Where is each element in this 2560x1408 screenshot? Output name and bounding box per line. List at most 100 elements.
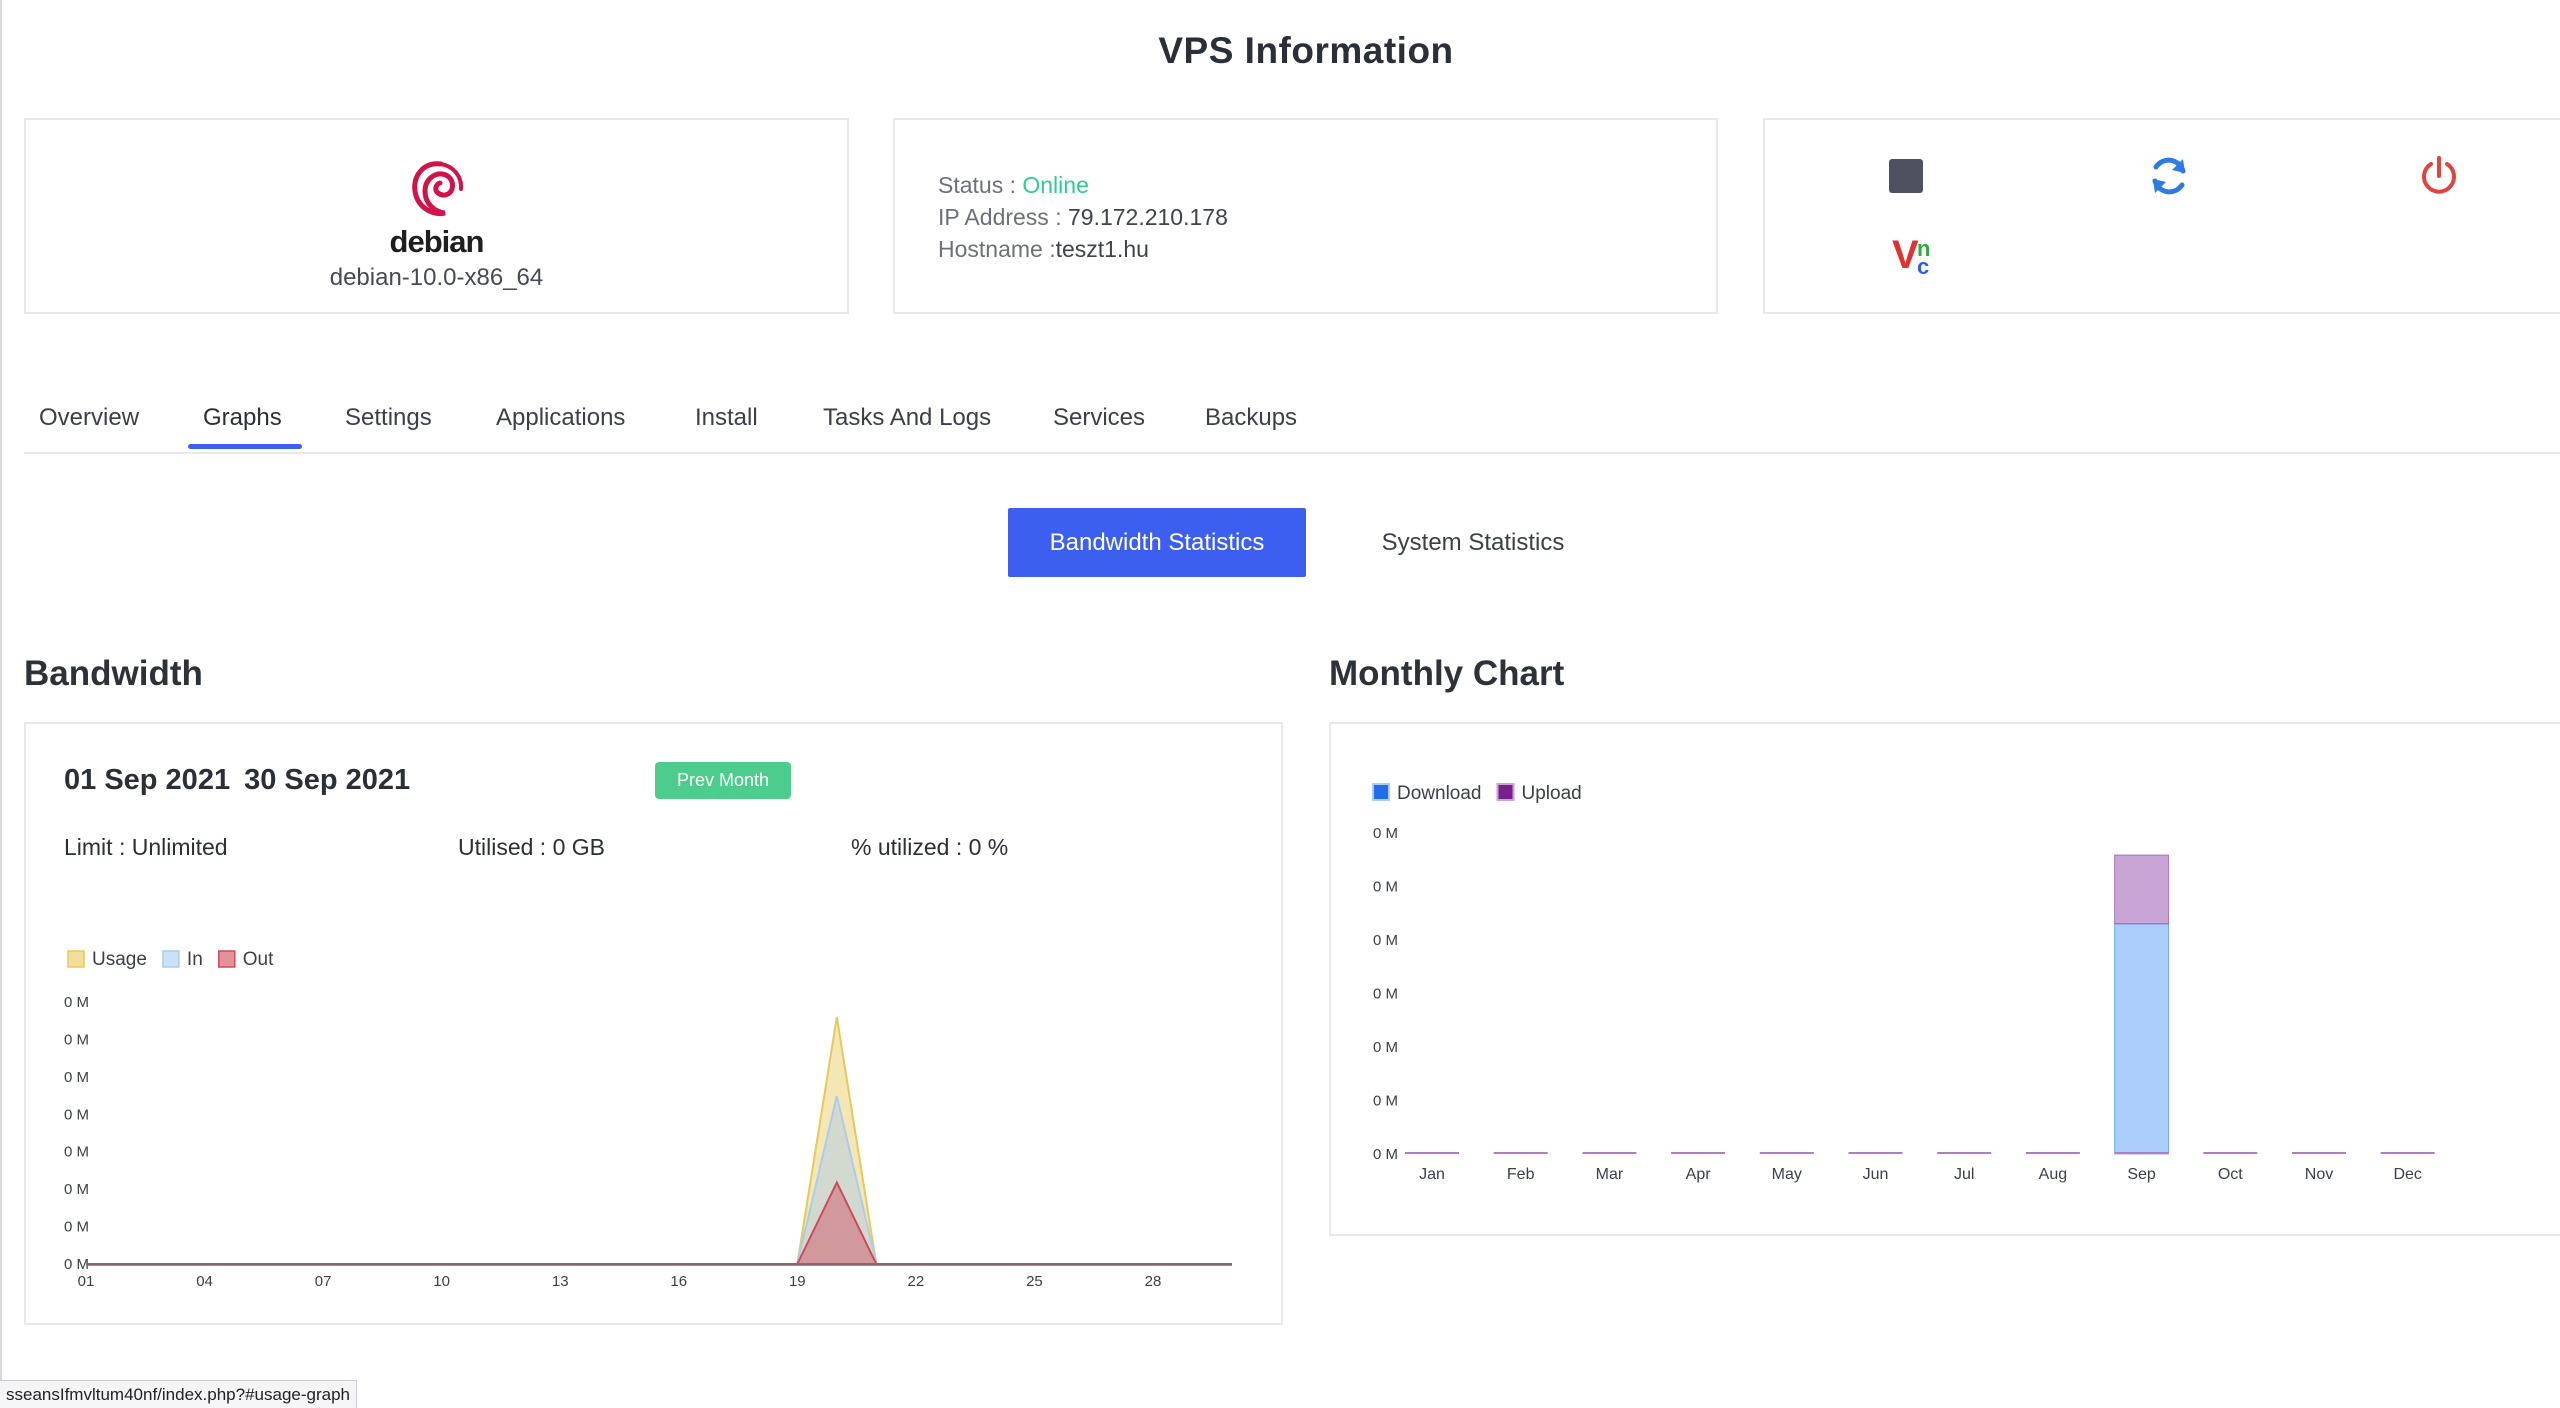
vnc-letter-n: n [1917,236,1930,261]
power-button[interactable] [2415,152,2463,200]
y-tick-label: 0 M [64,1144,89,1161]
x-tick-label: 04 [196,1273,213,1290]
status-line: Status : Online [938,172,1089,199]
os-brand-name: debian [389,224,485,259]
tab-settings[interactable]: Settings [345,404,432,431]
y-tick-label: 0 M [1373,825,1398,842]
vnc-letter-v: V [1892,233,1919,277]
x-tick-label: Sep [2127,1166,2156,1183]
legend-label-in: In [187,949,203,970]
legend-label-out: Out [243,949,274,970]
x-tick-label: 07 [315,1273,332,1290]
x-tick-label: Jul [1954,1166,1974,1183]
monthly-chart: Download Upload 0 M 0 M 0 M 0 M 0 M 0 M 0 M Jan Fe… [1372,783,2435,1183]
bandwidth-statistics-button[interactable]: Bandwidth Statistics [1008,508,1306,577]
x-tick-label: Oct [2218,1166,2243,1183]
y-tick-label: 0 M [1373,986,1398,1003]
x-tick-label: 22 [908,1273,925,1290]
os-card: debian debian-10.0-x86_64 [24,118,849,314]
monthly-chart-card: Download Upload 0 M 0 M 0 M 0 M 0 M 0 M 0 M Jan Fe… [1329,722,2560,1236]
x-tick-label: Apr [1686,1166,1712,1183]
y-tick-label: 0 M [1373,1146,1398,1163]
tab-graphs[interactable]: Graphs [203,404,282,431]
x-tick-label: Dec [2393,1166,2421,1183]
x-tick-label: Nov [2305,1166,2333,1183]
area-series-usage [86,1016,1232,1265]
utilised-value: Utilised : 0 GB [458,834,605,860]
y-tick-label: 0 M [64,1069,89,1086]
y-tick-label: 0 M [1373,879,1398,896]
hostname-line: Hostname :teszt1.hu [938,236,1149,263]
bar-download-sep [2114,923,2170,1155]
x-tick-label: Jun [1863,1166,1889,1183]
status-label: Status : [938,172,1023,198]
percent-utilized-value: % utilized : 0 % [851,834,1009,860]
ip-label: IP Address : [938,204,1068,230]
hostname-label: Hostname : [938,236,1056,262]
legend-label-upload: Upload [1522,783,1582,804]
date-range: 01 Sep 2021 30 Sep 2021 [64,764,424,797]
ip-value: 79.172.210.178 [1067,204,1228,230]
hostname-value: teszt1.hu [1055,236,1149,262]
legend-label-download: Download [1397,783,1482,804]
x-tick-label: Feb [1507,1166,1535,1183]
limit-value: Limit : Unlimited [64,834,228,860]
ip-line: IP Address : 79.172.210.178 [938,204,1228,231]
system-statistics-button[interactable]: System Statistics [1340,508,1606,577]
vnc-button[interactable]: V n c [1888,230,1944,278]
server-actions-card: V n c [1763,118,2560,314]
power-icon [2422,156,2456,194]
tab-services[interactable]: Services [1053,404,1146,431]
tab-install[interactable]: Install [695,404,758,431]
vnc-icon: V n c [1892,233,1930,278]
area-series-in [86,1095,1232,1265]
tab-applications[interactable]: Applications [496,404,626,431]
x-tick-label: Jan [1419,1166,1445,1183]
legend-swatch-out [218,950,236,968]
x-tick-label: 16 [670,1273,687,1290]
legend-swatch-usage [67,950,85,968]
legend-swatch-upload [1496,783,1515,801]
active-tab-indicator [188,444,302,449]
y-tick-label: 0 M [64,1181,89,1198]
x-tick-label: 13 [552,1273,569,1290]
restart-button[interactable] [2145,152,2193,200]
bandwidth-card: 01 Sep 2021 30 Sep 2021 Prev Month Limit … [24,722,1283,1325]
y-tick-label: 0 M [1373,932,1398,949]
window-left-edge [0,0,2,1407]
x-tick-label: 01 [78,1273,95,1290]
area-series-out [86,1180,1232,1265]
bar-upload-sep [2114,854,2170,925]
page-title: VPS Information [1158,30,1454,71]
vnc-letter-c: c [1917,254,1929,278]
server-info-card: Status : Online IP Address : 79.172.210.… [893,118,1718,314]
monthly-section-title: Monthly Chart [1329,654,1565,693]
y-tick-label: 0 M [64,994,89,1011]
y-tick-label: 0 M [1373,1039,1398,1056]
tab-tasks-and-logs[interactable]: Tasks And Logs [823,404,992,431]
stop-button[interactable] [1882,152,1930,200]
status-badge: Online [1022,172,1089,198]
x-tick-label: 25 [1026,1273,1043,1290]
y-tick-label: 0 M [64,1031,89,1048]
x-tick-label: 19 [789,1273,806,1290]
date-to: 30 Sep 2021 [244,764,411,796]
bandwidth-section-title: Bandwidth [24,654,203,693]
x-tick-label: 10 [433,1273,450,1290]
prev-month-button[interactable]: Prev Month [655,762,791,799]
x-tick-label: 28 [1145,1273,1162,1290]
legend-swatch-download [1372,783,1390,801]
y-tick-label: 0 M [64,1106,89,1123]
stop-icon [1889,159,1923,193]
tab-overview[interactable]: Overview [39,404,140,431]
x-tick-label: Aug [2039,1166,2067,1183]
x-tick-label: Mar [1596,1166,1624,1183]
date-from: 01 Sep 2021 [64,764,231,796]
legend-label-usage: Usage [92,949,147,970]
tab-backups[interactable]: Backups [1205,404,1298,431]
tab-bar: Overview Graphs Settings Applications In… [24,400,2560,454]
debian-logo-icon [26,158,847,229]
refresh-icon [2152,157,2186,195]
browser-status-bar: sseansIfmvltum40nf/index.php?#usage-grap… [0,1380,357,1408]
